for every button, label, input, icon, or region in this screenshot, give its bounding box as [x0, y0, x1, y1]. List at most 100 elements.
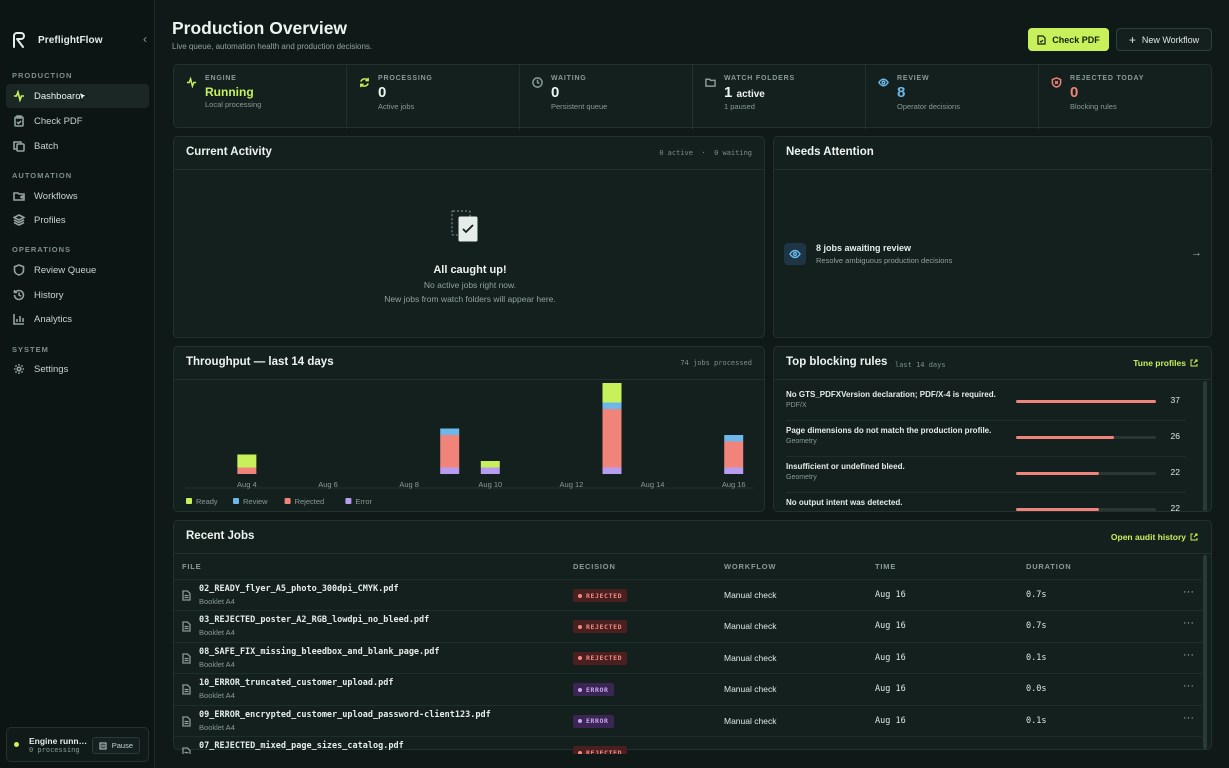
bar-segment-ready[interactable]: [602, 383, 622, 403]
stat-sub: 1 paused: [724, 102, 755, 111]
bar-segment-rejected[interactable]: [602, 409, 622, 468]
legend-label: Ready: [196, 497, 218, 506]
table-row[interactable]: 10_ERROR_truncated_customer_upload.pdf Bo…: [174, 673, 1202, 704]
stat-label: PROCESSING: [378, 75, 433, 82]
sidebar-item-settings[interactable]: Settings: [6, 357, 149, 381]
empty-state-line-1: No active jobs right now.: [423, 280, 517, 290]
column-header-time[interactable]: TIME: [875, 562, 897, 571]
bar-segment-ready[interactable]: [480, 461, 500, 468]
layers-icon: [13, 214, 25, 226]
bar-segment-review[interactable]: [602, 402, 622, 410]
bar-segment-review[interactable]: [724, 435, 744, 442]
sidebar-item-analytics[interactable]: Analytics: [6, 307, 149, 331]
sidebar-item-profiles[interactable]: Profiles: [6, 208, 149, 232]
sidebar-item-history[interactable]: History: [6, 283, 149, 307]
bar-segment-error[interactable]: [440, 467, 460, 475]
job-file-name: 09_ERROR_encrypted_customer_upload_passw…: [199, 709, 491, 720]
bar-segment-rejected[interactable]: [440, 435, 460, 468]
scrollbar[interactable]: [1203, 381, 1207, 511]
table-row[interactable]: 03_REJECTED_poster_A2_RGB_lowdpi_no_blee…: [174, 610, 1202, 641]
more-options-icon[interactable]: ···: [1183, 617, 1194, 630]
collapse-sidebar-icon[interactable]: ‹: [143, 32, 147, 46]
legend-swatch: [233, 498, 239, 504]
rule-title: No GTS_PDFXVersion declaration; PDF/X-4 …: [786, 390, 996, 399]
gear-icon: [14, 364, 24, 374]
more-options-icon[interactable]: ···: [1183, 680, 1194, 693]
tune-profiles-label: Tune profiles: [1133, 358, 1186, 368]
sidebar-item-review-queue[interactable]: Review Queue: [6, 258, 149, 282]
copy-icon: [13, 141, 25, 152]
bar-segment-error[interactable]: [724, 467, 744, 475]
rule-bar-fill: [1016, 400, 1156, 403]
clock-icon: [532, 77, 543, 88]
blocking-rule-row[interactable]: Page dimensions do not match the product…: [786, 421, 1186, 457]
more-options-icon[interactable]: ···: [1183, 586, 1194, 598]
tune-profiles-link[interactable]: Tune profiles: [1133, 358, 1198, 368]
job-file-name: 10_ERROR_truncated_customer_upload.pdf: [199, 678, 394, 689]
sidebar-item-check-pdf[interactable]: Check PDF: [6, 109, 149, 133]
file-check-icon: [1037, 34, 1046, 45]
job-duration: 0.0s: [1026, 684, 1047, 695]
blocking-rule-row[interactable]: Insufficient or undefined bleed. Geometr…: [786, 457, 1186, 493]
rule-bar-track: [1016, 508, 1156, 511]
legend-swatch: [186, 498, 192, 504]
engine-status-box: Engine runn… 0 processing Pause: [6, 727, 149, 762]
sidebar-item-label: Analytics: [34, 313, 73, 325]
sidebar-item-label: Workflows: [34, 190, 78, 202]
stat-value-number: 1: [724, 84, 733, 101]
file-icon: [182, 715, 191, 727]
column-header-workflow[interactable]: WORKFLOW: [724, 562, 777, 571]
bar-segment-error[interactable]: [602, 467, 622, 475]
recent-jobs-card: Recent Jobs Open audit history: [173, 520, 1212, 750]
bar-segment-rejected[interactable]: [237, 467, 257, 475]
open-audit-history-link[interactable]: Open audit history: [1111, 532, 1198, 542]
table-row[interactable]: 07_REJECTED_mixed_page_sizes_catalog.pdf…: [174, 736, 1202, 754]
bar-segment-review[interactable]: [440, 428, 460, 436]
logo-icon: [13, 32, 25, 48]
x-tick-label: Aug 12: [560, 480, 584, 489]
pause-icon: [99, 742, 107, 749]
brand[interactable]: PreflightFlow ‹: [12, 30, 147, 50]
job-profile: Booklet A4: [199, 691, 235, 701]
job-time: Aug 16: [875, 684, 906, 695]
card-title: Current Activity: [186, 146, 272, 158]
column-header-decision[interactable]: DECISION: [573, 562, 616, 571]
legend-label: Rejected: [295, 497, 325, 506]
pause-button[interactable]: Pause: [91, 737, 140, 754]
blocking-rule-row[interactable]: No GTS_PDFXVersion declaration; PDF/X-4 …: [786, 385, 1186, 421]
sidebar-item-dashboard[interactable]: Dashboard: [6, 84, 149, 108]
scrollbar[interactable]: [1203, 555, 1207, 749]
new-workflow-button[interactable]: + New Workflow: [1116, 28, 1212, 51]
table-row[interactable]: 02_READY_flyer_A5_photo_300dpi_CMYK.pdf B…: [174, 579, 1202, 610]
divider: [174, 379, 764, 380]
new-workflow-label: New Workflow: [1141, 34, 1200, 45]
job-file-name: 08_SAFE_FIX_missing_bleedbox_and_blank_p…: [199, 646, 440, 657]
history-icon: [13, 289, 25, 301]
job-duration: 0.1s: [1026, 715, 1047, 726]
more-options-icon[interactable]: ···: [1183, 648, 1194, 661]
more-options-icon[interactable]: ···: [1183, 711, 1194, 724]
bar-segment-rejected[interactable]: [724, 441, 744, 468]
column-header-duration[interactable]: DURATION: [1026, 562, 1072, 571]
nav-section-system: SYSTEM: [12, 345, 49, 354]
bar-segment-ready[interactable]: [237, 454, 257, 468]
blocking-rule-row[interactable]: No output intent was detected. 22: [786, 493, 1186, 511]
table-row[interactable]: 09_ERROR_encrypted_customer_upload_passw…: [174, 704, 1202, 736]
sidebar-item-workflows[interactable]: Workflows: [6, 184, 149, 208]
job-workflow: Manual check: [724, 590, 777, 600]
separator: ·: [701, 149, 706, 157]
stat-label: REVIEW: [897, 75, 930, 82]
column-header-file[interactable]: FILE: [182, 562, 202, 571]
arrow-right-icon[interactable]: →: [1191, 247, 1202, 259]
check-pdf-button[interactable]: Check PDF: [1028, 28, 1109, 51]
sidebar-item-batch[interactable]: Batch: [6, 134, 149, 158]
table-row[interactable]: 08_SAFE_FIX_missing_bleedbox_and_blank_p…: [174, 641, 1202, 673]
stat-value: 0: [551, 84, 560, 101]
rule-count: 22: [1170, 503, 1180, 511]
bar-segment-error[interactable]: [480, 467, 500, 475]
stat-value-suffix: active: [736, 89, 765, 100]
activity-counts: 0 active · 0 waiting: [659, 149, 752, 157]
attention-item-review[interactable]: 8 jobs awaiting review Resolve ambiguous…: [784, 241, 1204, 269]
throughput-chart: Aug 4 Aug 6 Aug 8 Aug 10 Aug 12 Aug 14 Aug 16 R…: [186, 383, 754, 506]
